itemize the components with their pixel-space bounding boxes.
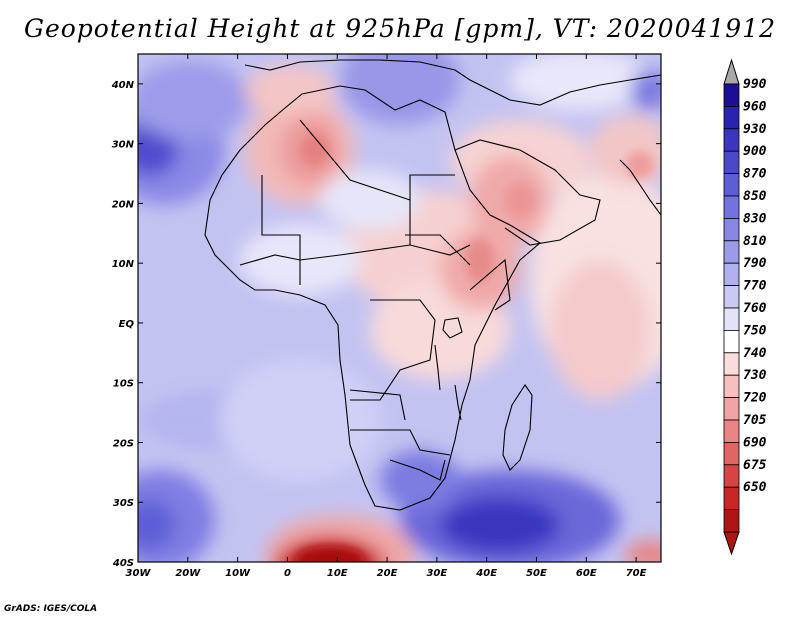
height-field bbox=[138, 54, 661, 562]
chart-title: Geopotential Height at 925hPa [gpm], VT:… bbox=[23, 14, 777, 43]
colorbar-label: 770 bbox=[743, 279, 767, 294]
colorbar-swatch bbox=[723, 352, 740, 376]
border-west bbox=[239, 254, 341, 266]
africa-coastline bbox=[204, 85, 541, 511]
lake-victoria bbox=[442, 317, 463, 339]
colorbar-swatch bbox=[723, 106, 740, 130]
border-nile bbox=[409, 174, 455, 200]
arabian-peninsula bbox=[454, 139, 601, 246]
colorbar-swatch bbox=[723, 464, 740, 488]
colorbar-label: 790 bbox=[743, 256, 767, 271]
mediterranean-europe bbox=[244, 59, 661, 106]
colorbar-swatch bbox=[723, 397, 740, 421]
lon-label: 20E bbox=[377, 568, 398, 579]
colorbar-swatch bbox=[723, 419, 740, 443]
colorbar-swatch bbox=[723, 262, 740, 287]
colorbar-label: 730 bbox=[743, 368, 767, 383]
colorbar-swatch bbox=[723, 307, 740, 331]
colorbar-swatch bbox=[723, 486, 740, 511]
colorbar-label: 650 bbox=[743, 480, 767, 495]
lon-label: 70E bbox=[626, 568, 647, 579]
lon-label: 50E bbox=[526, 568, 547, 579]
map-frame bbox=[137, 53, 662, 563]
colorbar-label: 690 bbox=[743, 435, 767, 450]
lat-label: 20S bbox=[113, 438, 134, 449]
colorbar-label: 960 bbox=[743, 99, 767, 114]
colorbar-label: 830 bbox=[743, 211, 767, 226]
sahara-border-2 bbox=[299, 119, 411, 245]
colorbar-label: 720 bbox=[743, 391, 767, 406]
colorbar-swatch bbox=[723, 150, 740, 174]
colorbar-swatch bbox=[723, 195, 740, 219]
longitude-axis: 30W 20W 10W 0 10E 20E 30E 40E 50E 60E 70E bbox=[126, 54, 647, 579]
lon-label: 10E bbox=[327, 568, 348, 579]
colorbar-swatch bbox=[723, 329, 740, 354]
lon-label: 30E bbox=[426, 568, 447, 579]
lon-label: 0 bbox=[284, 568, 291, 579]
lat-label: 30S bbox=[113, 498, 134, 509]
colorbar-swatch bbox=[723, 285, 740, 309]
coastlines-borders bbox=[204, 59, 661, 511]
lat-label: 40S bbox=[112, 558, 134, 569]
lake-malawi bbox=[454, 384, 462, 421]
border-south-2 bbox=[389, 459, 446, 481]
lon-label: 20W bbox=[175, 568, 201, 579]
colorbar-label: 850 bbox=[743, 189, 767, 204]
colorbar-label: 810 bbox=[743, 234, 767, 249]
border-sudan bbox=[405, 234, 471, 266]
border-angola bbox=[349, 389, 406, 421]
grads-credit: GrADS: IGES/COLA bbox=[4, 604, 98, 614]
lat-label: 10N bbox=[112, 259, 135, 270]
border-congo bbox=[350, 299, 436, 401]
colorbar-label: 870 bbox=[743, 167, 767, 182]
lat-label: 20N bbox=[112, 199, 135, 210]
colorbar-label: 900 bbox=[743, 144, 767, 159]
colorbar-label: 750 bbox=[743, 323, 767, 338]
colorbar-swatch bbox=[723, 173, 740, 197]
border-east bbox=[469, 258, 511, 311]
lat-label: 30N bbox=[112, 140, 135, 151]
colorbar-label: 990 bbox=[743, 77, 767, 92]
colorbar-swatch bbox=[723, 240, 740, 264]
colorbar-swatch bbox=[723, 128, 740, 152]
colorbar-bottom-arrow bbox=[723, 531, 740, 556]
lon-label: 30W bbox=[126, 568, 152, 579]
colorbar-label: 930 bbox=[743, 122, 767, 137]
border-south-1 bbox=[350, 429, 451, 456]
colorbar-top-arrow bbox=[723, 58, 740, 85]
india-coast bbox=[619, 159, 661, 216]
latitude-axis: 40N 30N 20N 10N EQ 10S 20S 30S 40S bbox=[111, 80, 661, 569]
lon-label: 10W bbox=[225, 568, 251, 579]
lon-label: 60E bbox=[576, 568, 597, 579]
colorbar: 990 960 930 900 870 850 830 810 790 770 760 750 740 7… bbox=[723, 58, 767, 556]
colorbar-swatch bbox=[723, 509, 740, 533]
colorbar-label: 760 bbox=[743, 301, 767, 316]
lat-label: EQ bbox=[119, 319, 135, 330]
lon-label: 40E bbox=[475, 568, 497, 579]
lat-label: 10S bbox=[113, 379, 134, 390]
lake-tanganyika bbox=[434, 344, 441, 391]
border-central bbox=[339, 244, 471, 256]
colorbar-label: 740 bbox=[743, 346, 767, 361]
madagascar bbox=[502, 384, 533, 471]
colorbar-swatch bbox=[723, 374, 740, 399]
colorbar-swatch bbox=[723, 441, 740, 466]
lat-label: 40N bbox=[111, 80, 135, 91]
colorbar-swatch bbox=[723, 83, 740, 107]
colorbar-swatch bbox=[723, 217, 740, 242]
colorbar-label: 705 bbox=[743, 413, 767, 428]
colorbar-label: 675 bbox=[743, 458, 767, 473]
